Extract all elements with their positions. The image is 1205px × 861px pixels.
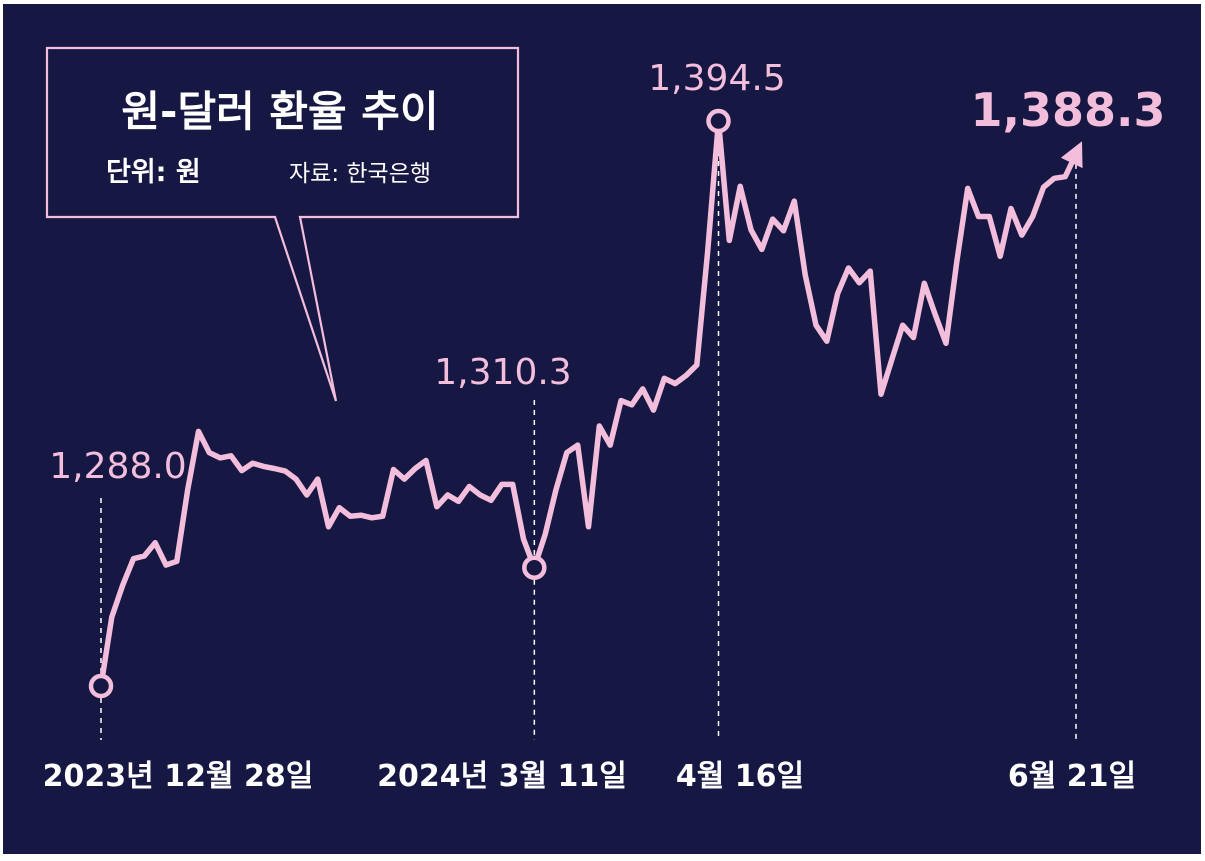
date-label: 4월 16일 <box>676 759 804 794</box>
value-label: 1,288.0 <box>49 446 186 487</box>
date-label: 2024년 3월 11일 <box>377 759 627 794</box>
value-label: 1,394.5 <box>648 58 785 99</box>
point-marker <box>706 108 731 134</box>
chart-title: 원-달러 환율 추이 <box>121 87 438 136</box>
point-markers <box>88 108 731 699</box>
date-labels: 2023년 12월 28일 2024년 3월 11일 4월 16일 6월 21일 <box>43 759 1136 794</box>
point-marker <box>522 555 547 580</box>
source-label: 자료: 한국은행 <box>289 161 431 187</box>
date-label: 6월 21일 <box>1008 759 1136 794</box>
title-box: 원-달러 환율 추이 단위: 원 자료: 한국은행 <box>45 46 520 402</box>
title-box-callout <box>45 46 520 402</box>
unit-label: 단위: 원 <box>106 157 201 188</box>
point-marker <box>88 673 114 699</box>
guide-lines <box>100 131 1077 740</box>
value-label: 1,388.3 <box>971 83 1166 137</box>
value-label: 1,310.3 <box>434 352 571 393</box>
end-arrow-icon <box>1060 141 1083 169</box>
series-line <box>98 118 1079 689</box>
date-label: 2023년 12월 28일 <box>43 759 314 794</box>
value-labels: 1,288.0 1,310.3 1,394.5 1,388.3 <box>49 58 1165 487</box>
